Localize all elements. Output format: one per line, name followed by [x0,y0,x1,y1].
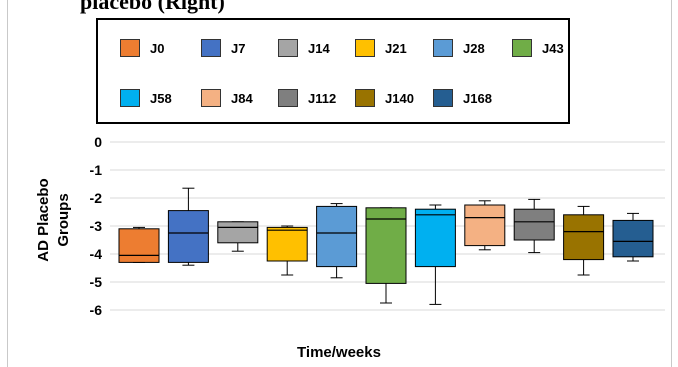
box-iqr [266,226,308,262]
figure-frame [7,0,672,367]
legend-label: J21 [385,40,407,56]
box-j43 [365,207,407,304]
box-iqr [217,221,259,244]
legend-item-j58: J58 [120,88,172,108]
legend-item-j7: J7 [201,38,245,58]
legend-item-j0: J0 [120,38,164,58]
legend-label: J28 [463,40,485,56]
x-axis-label: Time/weeks [297,344,381,361]
y-axis-label: AD Placebo Groups [35,178,72,262]
legend-swatch [278,39,298,57]
legend-swatch [512,39,532,57]
legend-swatch [120,39,140,57]
box-iqr [563,214,605,261]
box-j21 [266,225,308,276]
y-tick-label: -2 [90,190,103,206]
legend-swatch [201,39,221,57]
box-j168 [612,212,654,262]
box-j58 [414,204,456,305]
box-iqr [118,228,160,263]
legend-swatch [278,89,298,107]
figure-caption-fragment: placebo (Right) [80,0,225,14]
box-iqr [365,207,407,284]
legend-item-j28: J28 [433,38,485,58]
y-tick-label: -4 [90,246,103,262]
box-iqr [316,205,358,268]
legend-label: J58 [150,90,172,106]
box-j28 [316,203,358,279]
legend-item-j168: J168 [433,88,492,108]
legend-swatch [355,89,375,107]
legend-label: J84 [231,90,253,106]
y-tick-label: -6 [90,302,103,318]
box-iqr [464,204,506,247]
legend-item-j21: J21 [355,38,407,58]
legend-label: J112 [308,90,337,106]
legend-item-j84: J84 [201,88,253,108]
box-j7 [167,187,209,266]
y-tick-label: -3 [90,218,103,234]
legend-swatch [355,39,375,57]
legend-label: J140 [385,90,414,106]
legend-label: J168 [463,90,492,106]
y-tick-label: -1 [90,162,103,178]
legend-swatch [120,89,140,107]
legend-label: J0 [150,40,165,56]
box-iqr [513,208,555,241]
legend-label: J14 [308,40,330,56]
legend-item-j14: J14 [278,38,330,58]
box-j112 [513,198,555,254]
legend-swatch [433,89,453,107]
box-iqr [414,208,456,268]
legend-item-j112: J112 [278,88,336,108]
box-iqr [612,219,654,258]
legend-item-j43: J43 [512,38,564,58]
legend-label: J7 [231,40,246,56]
legend-swatch [201,89,221,107]
y-tick-label: -5 [90,274,103,290]
box-j0 [118,226,160,263]
y-tick-label: 0 [94,134,102,150]
chart-legend: J0 J7 J14 J21 J28 J43 J58 J84 J112 J140 J168 [96,18,570,124]
box-j84 [464,200,506,251]
box-j14 [217,221,259,252]
legend-swatch [433,39,453,57]
box-j140 [563,205,605,276]
legend-label: J43 [542,40,564,56]
legend-item-j140: J140 [355,88,414,108]
box-iqr [167,210,209,263]
